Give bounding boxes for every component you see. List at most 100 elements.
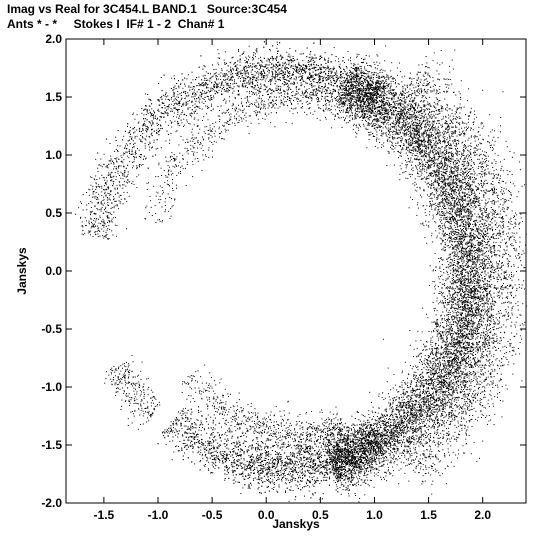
- scatter-point: [470, 251, 472, 253]
- scatter-point: [353, 80, 355, 82]
- scatter-point: [468, 307, 470, 309]
- scatter-point: [369, 460, 371, 462]
- scatter-point: [476, 260, 478, 262]
- scatter-point: [366, 427, 368, 428]
- scatter-point: [344, 105, 346, 107]
- scatter-point: [343, 456, 345, 458]
- scatter-point: [370, 99, 372, 101]
- scatter-point: [381, 397, 383, 398]
- scatter-point: [476, 296, 478, 298]
- scatter-point: [477, 352, 479, 354]
- scatter-point: [392, 400, 394, 402]
- scatter-point: [453, 351, 455, 353]
- scatter-point: [360, 72, 362, 74]
- scatter-point: [393, 120, 395, 122]
- scatter-point: [447, 371, 449, 373]
- scatter-point: [410, 150, 412, 151]
- scatter-point: [462, 298, 464, 300]
- scatter-point: [407, 415, 408, 417]
- scatter-point: [478, 312, 480, 314]
- scatter-point: [434, 179, 436, 181]
- scatter-point: [460, 326, 462, 328]
- scatter-point: [387, 76, 389, 78]
- scatter-point: [437, 324, 439, 326]
- scatter-point: [469, 257, 471, 259]
- scatter-point: [458, 173, 460, 175]
- scatter-point: [483, 328, 485, 330]
- scatter-point: [485, 331, 487, 332]
- scatter-point: [462, 204, 464, 205]
- scatter-point: [363, 479, 365, 481]
- scatter-point: [434, 367, 436, 369]
- scatter-point: [441, 338, 443, 340]
- scatter-point: [467, 329, 469, 331]
- scatter-point: [461, 337, 463, 339]
- scatter-point: [443, 215, 445, 217]
- scatter-point: [438, 152, 440, 154]
- scatter-point: [479, 326, 481, 328]
- scatter-point: [461, 154, 463, 156]
- scatter-point: [468, 333, 470, 335]
- scatter-point: [376, 114, 378, 116]
- scatter-point: [365, 435, 367, 437]
- scatter-point: [452, 333, 454, 335]
- scatter-point: [415, 416, 417, 418]
- scatter-point: [404, 361, 406, 363]
- scatter-point: [420, 409, 422, 411]
- scatter-point: [436, 400, 438, 401]
- scatter-point: [379, 439, 381, 441]
- scatter-point: [450, 177, 452, 179]
- scatter-point: [376, 457, 377, 459]
- scatter-point: [352, 449, 354, 450]
- scatter-point: [474, 290, 476, 292]
- scatter-point: [412, 153, 414, 155]
- scatter-point: [447, 343, 449, 345]
- scatter-point: [381, 443, 383, 445]
- scatter-point: [454, 203, 456, 205]
- scatter-point: [400, 408, 402, 410]
- scatter-point: [460, 272, 462, 274]
- scatter-point: [452, 180, 454, 182]
- scatter-point: [386, 135, 388, 137]
- scatter-point: [366, 448, 368, 450]
- scatter-point: [456, 198, 457, 200]
- scatter-point: [413, 111, 415, 113]
- scatter-point: [450, 176, 452, 178]
- scatter-point: [442, 409, 444, 411]
- scatter-point: [364, 82, 366, 84]
- scatter-point: [422, 167, 424, 169]
- scatter-point: [385, 450, 387, 452]
- scatter-point: [449, 295, 451, 297]
- scatter-point: [382, 96, 384, 98]
- scatter-point: [392, 77, 394, 79]
- scatter-point: [434, 128, 436, 130]
- scatter-point: [333, 467, 334, 468]
- scatter-point: [438, 185, 440, 186]
- scatter-point: [376, 437, 378, 439]
- scatter-point: [397, 436, 399, 438]
- scatter-point: [442, 248, 444, 250]
- scatter-point: [375, 114, 377, 116]
- scatter-point: [444, 363, 446, 364]
- scatter-point: [438, 174, 440, 176]
- scatter-point: [348, 85, 350, 87]
- scatter-point: [403, 112, 405, 113]
- scatter-point: [396, 440, 398, 442]
- scatter-point: [448, 142, 450, 144]
- scatter-point: [382, 460, 384, 462]
- scatter-point: [343, 461, 345, 462]
- scatter-point: [345, 90, 347, 91]
- scatter-point: [462, 308, 464, 310]
- scatter-point: [434, 408, 436, 410]
- scatter-point: [396, 113, 398, 115]
- scatter-point: [389, 90, 391, 92]
- scatter-point: [405, 122, 407, 124]
- scatter-point: [427, 130, 428, 132]
- scatter-point: [421, 369, 423, 370]
- scatter-point: [439, 183, 440, 185]
- scatter-point: [371, 436, 373, 438]
- scatter-point: [473, 201, 475, 203]
- scatter-point: [425, 414, 427, 416]
- scatter-point: [454, 273, 456, 274]
- scatter-point: [467, 309, 469, 310]
